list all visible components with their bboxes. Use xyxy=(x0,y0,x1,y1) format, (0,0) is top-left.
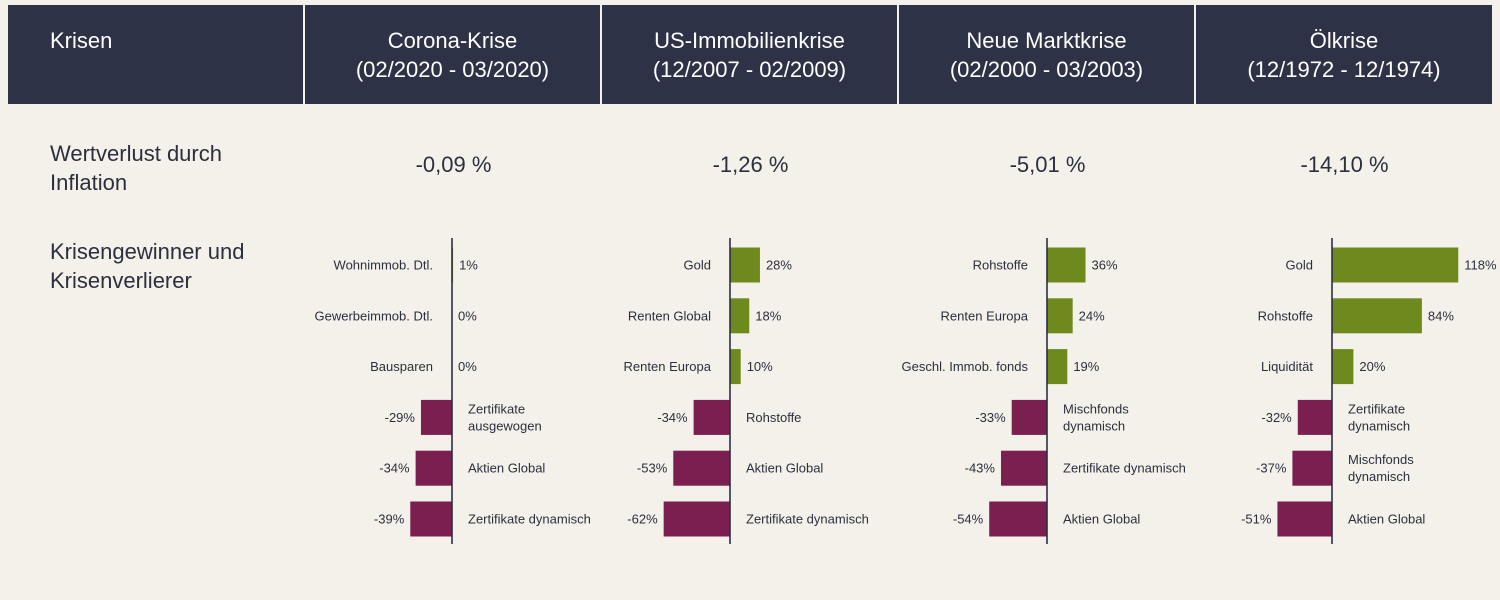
value-label: -32% xyxy=(1261,410,1292,425)
value-label: 1% xyxy=(459,258,478,273)
category-label: Zertifikate ausgewogen xyxy=(468,401,542,433)
category-label: Bausparen xyxy=(370,359,433,374)
value-label: 18% xyxy=(755,308,781,323)
category-label: Aktien Global xyxy=(1348,512,1425,527)
crisis-name: Neue Marktkrise xyxy=(966,27,1127,53)
row-label-line: Inflation xyxy=(50,170,128,195)
crisis-period: (02/2000 - 03/2003) xyxy=(949,56,1144,82)
value-label: 24% xyxy=(1079,308,1105,323)
category-label: Gold xyxy=(684,258,711,273)
crisis-period: (12/1972 - 12/1974) xyxy=(1247,56,1441,82)
value-label: 84% xyxy=(1428,308,1454,323)
bar xyxy=(1047,298,1073,334)
category-label: Rohstoffe xyxy=(1258,308,1313,323)
header-krisen: Krisen xyxy=(8,5,303,104)
header-crisis-us-immobilien: US-Immobilienkrise (12/2007 - 02/2009) xyxy=(602,5,897,104)
value-label: -34% xyxy=(379,461,410,476)
value-label: -54% xyxy=(953,512,984,527)
value-label: 118% xyxy=(1464,258,1497,273)
category-label: Rohstoffe xyxy=(973,258,1028,273)
row-label-inflation: Wertverlust durch Inflation xyxy=(50,139,300,197)
bar xyxy=(730,298,750,334)
bar xyxy=(1332,298,1422,334)
header-crisis-neue-markt: Neue Marktkrise (02/2000 - 03/2003) xyxy=(899,5,1194,104)
bar xyxy=(1332,247,1459,283)
category-label: Zertifikate dynamisch xyxy=(1348,401,1410,433)
value-label: 20% xyxy=(1359,359,1385,374)
value-label: 0% xyxy=(458,359,477,374)
value-label: -29% xyxy=(385,410,416,425)
bar xyxy=(1292,450,1332,486)
bar xyxy=(730,349,741,385)
bar xyxy=(410,501,452,537)
category-label: Aktien Global xyxy=(1063,512,1140,527)
category-label: Gold xyxy=(1286,258,1313,273)
value-label: 28% xyxy=(766,258,792,273)
category-label: Rohstoffe xyxy=(746,410,801,425)
value-label: 0% xyxy=(458,308,477,323)
header-row-label: Krisen xyxy=(50,28,113,53)
row-label-winners-losers: Krisengewinner und Krisenverlierer xyxy=(50,237,300,295)
header-crisis-corona: Corona-Krise (02/2020 - 03/2020) xyxy=(305,5,600,104)
category-label: Wohnimmob. Dtl. xyxy=(334,258,433,273)
bar xyxy=(663,501,730,537)
category-label: Mischfonds dynamisch xyxy=(1063,401,1129,433)
category-label: Aktien Global xyxy=(746,461,823,476)
bar xyxy=(730,247,760,283)
crisis-name: US-Immobilienkrise xyxy=(654,27,845,53)
row-label-line: Wertverlust durch xyxy=(50,141,222,166)
category-label: Zertifikate dynamisch xyxy=(746,512,869,527)
value-label: 10% xyxy=(747,359,773,374)
category-label: Zertifikate dynamisch xyxy=(468,512,591,527)
row-label-line: Krisengewinner und xyxy=(50,239,245,264)
value-label: -43% xyxy=(965,461,996,476)
value-label: -53% xyxy=(637,461,668,476)
value-label: 36% xyxy=(1092,258,1118,273)
value-label: -62% xyxy=(627,512,658,527)
inflation-value-oelkrise: -14,10 % xyxy=(1300,152,1389,177)
category-label: Renten Europa xyxy=(941,308,1029,323)
bar xyxy=(673,450,730,486)
bar xyxy=(1047,247,1086,283)
bar xyxy=(415,450,452,486)
inflation-value-neue-markt: -5,01 % xyxy=(1009,152,1086,177)
value-label: 19% xyxy=(1073,359,1099,374)
crisis-period: (12/2007 - 02/2009) xyxy=(652,56,847,82)
value-label: -39% xyxy=(374,512,405,527)
value-label: -34% xyxy=(657,410,688,425)
crisis-name: Corona-Krise xyxy=(387,27,518,53)
category-label: Renten Europa xyxy=(624,359,712,374)
row-label-line: Krisenverlierer xyxy=(50,268,192,293)
crisis-period: (02/2020 - 03/2020) xyxy=(355,56,550,82)
category-label: Geschl. Immob. fonds xyxy=(902,359,1029,374)
bar xyxy=(1047,349,1068,385)
category-label: Liquidität xyxy=(1261,359,1313,374)
bar xyxy=(1011,399,1047,435)
bar xyxy=(1297,399,1332,435)
inflation-value-corona: -0,09 % xyxy=(415,152,492,177)
category-label: Gewerbeimmob. Dtl. xyxy=(315,308,433,323)
crisis-name: Ölkrise xyxy=(1309,27,1379,53)
category-label: Renten Global xyxy=(628,308,711,323)
bar xyxy=(1332,349,1354,385)
value-label: -33% xyxy=(975,410,1006,425)
value-label: -51% xyxy=(1241,512,1272,527)
bar xyxy=(693,399,730,435)
category-label: Zertifikate dynamisch xyxy=(1063,461,1186,476)
bar xyxy=(1000,450,1047,486)
bar xyxy=(420,399,452,435)
value-label: -37% xyxy=(1256,461,1287,476)
bar xyxy=(989,501,1047,537)
category-label: Mischfonds dynamisch xyxy=(1348,452,1414,484)
bar xyxy=(1277,501,1332,537)
header-crisis-oelkrise: Ölkrise (12/1972 - 12/1974) xyxy=(1196,5,1492,104)
category-label: Aktien Global xyxy=(468,461,545,476)
inflation-value-us-immobilien: -1,26 % xyxy=(712,152,789,177)
